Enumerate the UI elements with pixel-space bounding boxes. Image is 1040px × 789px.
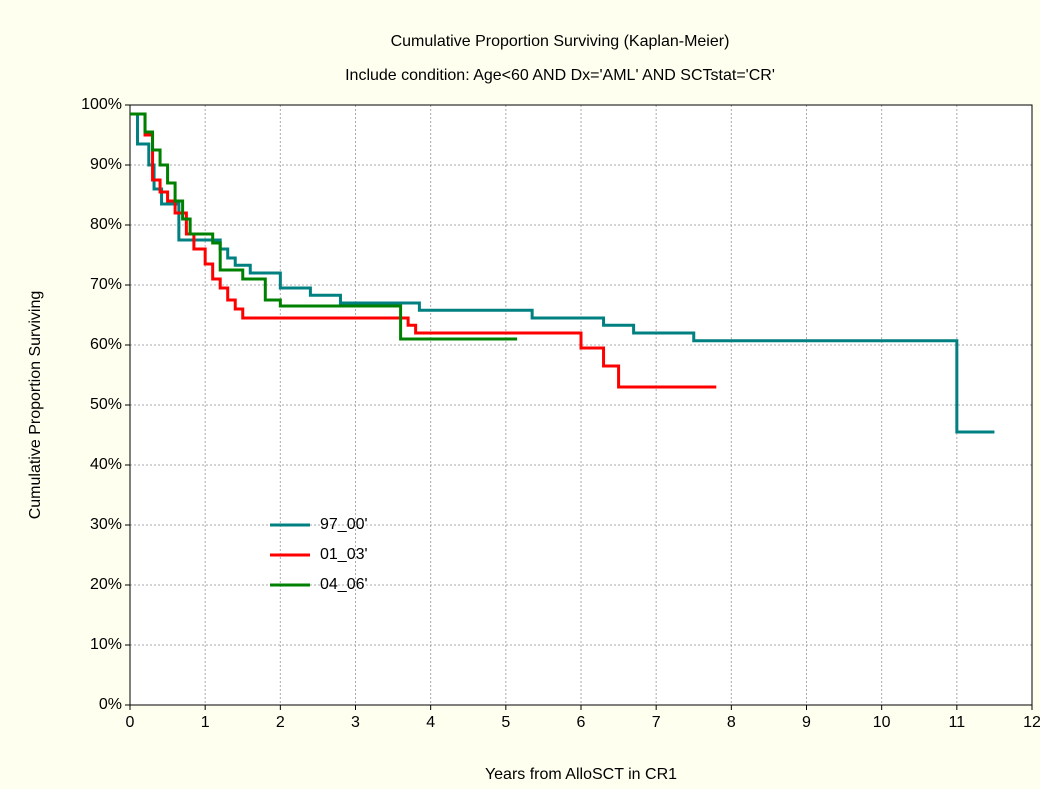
- y-axis-label: Cumulative Proportion Surviving: [27, 291, 44, 520]
- legend-label: 01_03': [320, 546, 368, 563]
- x-tick-label: 2: [276, 714, 285, 731]
- x-tick-label: 12: [1023, 714, 1040, 731]
- y-tick-label: 30%: [90, 516, 122, 533]
- x-tick-label: 11: [949, 714, 966, 731]
- legend-label: 04_06': [320, 576, 368, 593]
- x-tick-label: 0: [126, 714, 135, 731]
- y-tick-label: 80%: [90, 216, 122, 233]
- x-tick-label: 4: [426, 714, 435, 731]
- x-tick-label: 3: [351, 714, 360, 731]
- y-tick-label: 40%: [90, 456, 122, 473]
- x-axis-label: Years from AlloSCT in CR1: [485, 766, 677, 783]
- chart-subtitle: Include condition: Age<60 AND Dx='AML' A…: [345, 67, 775, 84]
- x-tick-label: 8: [727, 714, 736, 731]
- y-tick-label: 10%: [90, 636, 122, 653]
- y-tick-label: 90%: [90, 156, 122, 173]
- x-tick-label: 7: [652, 714, 661, 731]
- x-tick-label: 1: [201, 714, 210, 731]
- survival-curve: [130, 112, 995, 434]
- x-tick-label: 10: [873, 714, 891, 731]
- y-tick-label: 50%: [90, 396, 122, 413]
- x-tick-label: 9: [802, 714, 811, 731]
- y-tick-label: 60%: [90, 336, 122, 353]
- survival-curve: [130, 112, 717, 389]
- x-tick-label: 6: [577, 714, 586, 731]
- y-tick-label: 100%: [81, 96, 122, 113]
- y-tick-label: 20%: [90, 576, 122, 593]
- y-tick-label: 70%: [90, 276, 122, 293]
- x-tick-label: 5: [501, 714, 510, 731]
- plot-border: [129, 104, 1033, 706]
- legend-label: 97_00': [320, 516, 368, 533]
- survival-curve: [130, 112, 518, 341]
- y-tick-label: 0%: [99, 696, 122, 713]
- chart-title: Cumulative Proportion Surviving (Kaplan-…: [391, 33, 730, 50]
